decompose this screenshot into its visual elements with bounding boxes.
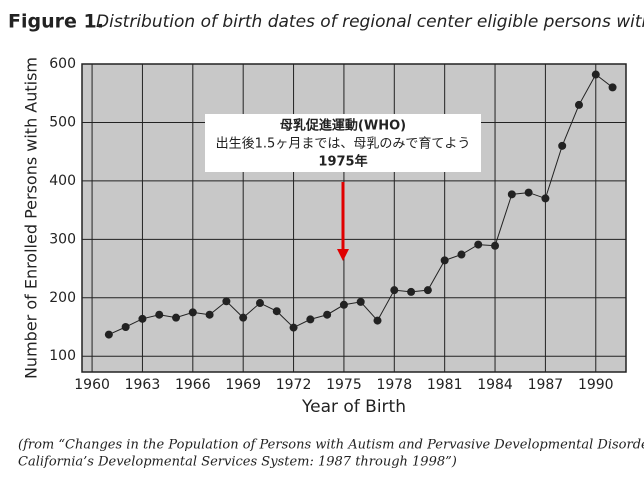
annotation: 出生後1.5ヶ月までは、母乳のみで育てよう <box>216 136 471 152</box>
plot-area <box>81 63 627 373</box>
y-axis-label: Number of Enrolled Persons with Autism <box>22 57 41 379</box>
data-point <box>474 240 483 249</box>
data-point <box>558 141 567 150</box>
y-tick-label: 400 <box>49 173 76 189</box>
x-tick-label: 1978 <box>376 377 412 393</box>
data-point <box>121 322 130 331</box>
data-point <box>255 299 264 308</box>
data-point <box>507 190 516 199</box>
data-point <box>407 287 416 296</box>
data-point <box>339 300 348 309</box>
data-point <box>457 250 466 259</box>
arrow-head <box>337 249 349 261</box>
data-point <box>323 310 332 319</box>
data-point <box>574 100 583 109</box>
data-point <box>524 188 533 197</box>
x-tick-label: 1984 <box>477 377 513 393</box>
annotation-box <box>205 114 481 172</box>
data-point <box>306 315 315 324</box>
annotation: 母乳促進運動(WHO) <box>280 118 406 134</box>
data-point <box>423 286 432 295</box>
data-point <box>104 330 113 339</box>
annotation: 1975年 <box>318 154 367 170</box>
data-point <box>440 256 449 265</box>
x-tick-label: 1963 <box>125 377 161 393</box>
x-tick-label: 1969 <box>225 377 261 393</box>
data-point <box>591 70 600 79</box>
x-tick-label: 1981 <box>427 377 463 393</box>
data-point <box>289 323 298 332</box>
y-tick-label: 200 <box>49 290 76 306</box>
y-tick-label: 100 <box>49 348 76 364</box>
data-point <box>356 297 365 306</box>
data-point <box>222 297 231 306</box>
data-point <box>272 307 281 316</box>
x-tick-label: 1975 <box>326 377 362 393</box>
data-point <box>608 83 617 92</box>
y-tick-label: 300 <box>49 231 76 247</box>
x-tick-label: 1960 <box>74 377 110 393</box>
data-point <box>239 313 248 322</box>
data-point <box>188 308 197 317</box>
caption: California’s Developmental Services Syst… <box>18 455 457 470</box>
y-tick-label: 600 <box>49 56 76 72</box>
caption: (from “Changes in the Population of Pers… <box>18 438 644 453</box>
data-point <box>205 310 214 319</box>
data-point <box>390 286 399 295</box>
data-point <box>155 310 164 319</box>
x-tick-label: 1987 <box>528 377 564 393</box>
data-point <box>491 241 500 250</box>
marks <box>104 70 617 339</box>
data-point <box>172 313 181 322</box>
x-axis-label: Year of Birth <box>301 397 406 417</box>
chart-title: Distribution of birth dates of regional … <box>96 12 644 32</box>
x-tick-label: 1990 <box>578 377 614 393</box>
data-point <box>373 316 382 325</box>
data-point <box>541 194 550 203</box>
title-label: Figure 1. <box>8 11 104 33</box>
x-tick-label: 1972 <box>276 377 312 393</box>
data-point <box>138 314 147 323</box>
y-tick-label: 500 <box>49 114 76 130</box>
x-tick-label: 1966 <box>175 377 211 393</box>
